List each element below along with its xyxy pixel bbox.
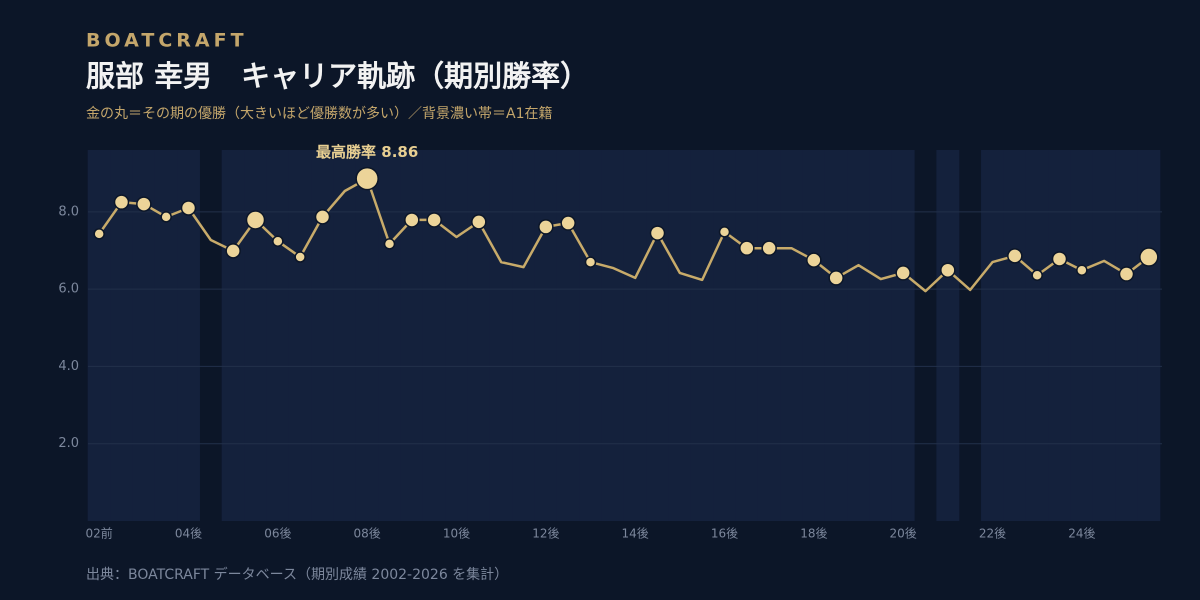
victory-dot — [1076, 264, 1088, 276]
victory-dot — [538, 219, 554, 235]
a1-band — [422, 150, 446, 521]
a1-band — [445, 150, 468, 521]
victory-dot — [1118, 266, 1135, 282]
victory-dot — [180, 200, 197, 216]
a1-band — [668, 150, 692, 521]
victory-dot — [649, 225, 666, 241]
a1-band — [333, 150, 357, 521]
victory-dot — [940, 262, 956, 278]
a1-band — [154, 150, 178, 521]
a1-band — [891, 150, 915, 521]
x-tick-label: 16後 — [711, 527, 738, 541]
y-tick-label: 8.0 — [58, 204, 79, 219]
victory-dot — [113, 194, 130, 210]
a1-band — [1137, 150, 1161, 521]
victory-dot — [1007, 248, 1023, 264]
a1-band — [713, 150, 736, 521]
a1-band — [244, 150, 267, 521]
a1-band — [177, 150, 200, 521]
a1-band — [288, 150, 312, 521]
x-tick-label: 04後 — [175, 527, 202, 541]
victory-dot — [895, 265, 911, 281]
a1-band — [355, 150, 379, 521]
victory-dot — [761, 240, 777, 256]
victory-dot — [806, 252, 822, 268]
x-tick-label: 18後 — [800, 527, 827, 541]
a1-band — [1092, 150, 1116, 521]
victory-dot — [1031, 269, 1043, 281]
x-tick-label: 02前 — [86, 526, 113, 541]
x-tick-label: 14後 — [622, 527, 649, 541]
victory-dot — [383, 238, 396, 250]
a1-band — [847, 150, 870, 521]
a1-band — [780, 150, 803, 521]
x-tick-label: 06後 — [264, 527, 291, 541]
victory-dot — [426, 212, 442, 228]
a1-band — [579, 150, 602, 521]
chart-subtitle: 金の丸＝その期の優勝（大きいほど優勝数が多い）／背景濃い帯＝A1在籍 — [86, 105, 552, 122]
y-tick-label: 6.0 — [58, 282, 79, 297]
victory-dot — [828, 270, 844, 286]
victory-dot — [471, 214, 487, 230]
a1-band — [400, 150, 424, 521]
a1-band — [802, 150, 826, 521]
victory-dot — [560, 215, 576, 231]
victory-dot — [136, 196, 152, 212]
a1-band — [690, 150, 714, 521]
peak-annotation: 最高勝率 8.86 — [316, 143, 418, 161]
victory-dot — [404, 212, 420, 228]
a1-band — [981, 150, 1004, 521]
a1-band — [623, 150, 647, 521]
a1-band — [110, 150, 133, 521]
x-tick-label: 22後 — [979, 527, 1006, 541]
a1-band — [489, 150, 513, 521]
a1-band — [221, 150, 245, 521]
victory-dot — [272, 235, 284, 247]
a1-band — [824, 150, 848, 521]
a1-band — [601, 150, 625, 521]
victory-dot — [245, 210, 266, 230]
x-tick-label: 24後 — [1068, 527, 1095, 541]
y-tick-label: 2.0 — [58, 436, 79, 451]
a1-band — [87, 150, 111, 521]
victory-dot — [718, 226, 731, 238]
victory-dot — [160, 211, 172, 223]
victory-dot — [355, 166, 379, 191]
x-tick-label: 08後 — [354, 527, 381, 541]
a1-band — [757, 150, 781, 521]
a1-band — [1025, 150, 1049, 521]
y-tick-label: 4.0 — [58, 359, 79, 374]
victory-dot — [225, 243, 241, 259]
a1-band — [132, 150, 156, 521]
a1-band — [467, 150, 491, 521]
a1-band — [1048, 150, 1071, 521]
brand: BOATCRAFT — [86, 30, 248, 52]
victory-dot — [294, 251, 306, 263]
source-note: 出典：BOATCRAFT データベース（期別成績 2002-2026 を集計） — [86, 566, 508, 583]
a1-band — [266, 150, 290, 521]
a1-band — [869, 150, 893, 521]
chart-title: 服部 幸男 キャリア軌跡（期別勝率） — [86, 59, 589, 93]
a1-band — [1003, 150, 1027, 521]
a1-band — [534, 150, 558, 521]
x-tick-label: 12後 — [532, 527, 559, 541]
victory-dot — [739, 240, 755, 256]
victory-dot — [1139, 247, 1159, 267]
a1-band — [936, 150, 960, 521]
a1-band — [311, 150, 334, 521]
victory-dot — [93, 228, 105, 240]
victory-dot — [314, 209, 331, 225]
x-tick-label: 10後 — [443, 527, 470, 541]
a1-band — [1070, 150, 1094, 521]
a1-band — [378, 150, 401, 521]
a1-band — [512, 150, 535, 521]
x-tick-label: 20後 — [890, 527, 917, 541]
a1-band — [646, 150, 669, 521]
victory-dot — [1051, 251, 1068, 267]
a1-band — [556, 150, 580, 521]
a1-band — [1115, 150, 1138, 521]
a1-band — [735, 150, 759, 521]
victory-dot — [584, 256, 597, 268]
